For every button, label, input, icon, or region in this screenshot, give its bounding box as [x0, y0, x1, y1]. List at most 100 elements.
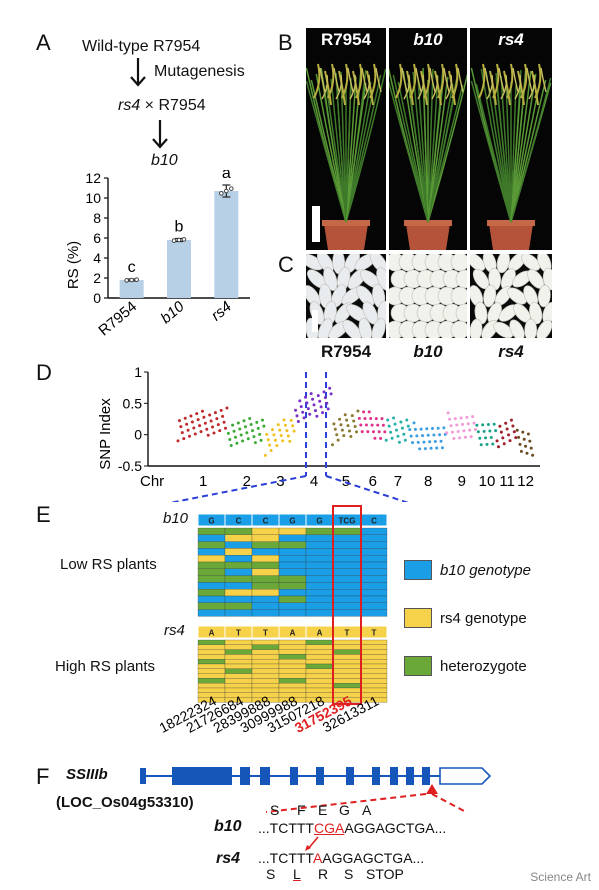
snp-point [528, 439, 532, 443]
genotype-cell [332, 678, 362, 684]
snp-point [515, 428, 519, 432]
snp-point [432, 433, 436, 437]
snp-point [357, 416, 361, 420]
snp-point [303, 395, 307, 399]
snp-point [218, 429, 222, 433]
snp-point [492, 422, 496, 426]
genotype-cell [197, 654, 226, 660]
genotype-cell [360, 644, 388, 650]
genotype-cell [332, 644, 362, 650]
snp-point [481, 423, 485, 427]
genotype-cell [332, 649, 362, 655]
snp-point [196, 418, 200, 422]
snp-point [524, 444, 528, 448]
snp-point [239, 433, 243, 437]
genotype-cell [278, 575, 307, 583]
grain-caption-b10: b10 [413, 342, 443, 361]
data-point [124, 278, 129, 283]
snp-point [338, 417, 342, 421]
snp-point [249, 423, 253, 427]
genotype-cell [305, 683, 334, 689]
snp-point [459, 416, 463, 420]
snp-point [176, 439, 180, 443]
amino-acid-rs4: R [318, 866, 329, 882]
genotype-cell [224, 639, 253, 645]
snp-point [180, 431, 184, 435]
snp-point [413, 427, 417, 431]
genotype-cell [278, 568, 307, 576]
snp-point [246, 437, 250, 441]
snp-point [342, 434, 346, 438]
snp-point [256, 426, 260, 430]
plant-photo-rs4: rs4 [470, 28, 552, 250]
genotype-cell [278, 649, 307, 655]
grain-photo-r7954 [306, 254, 386, 338]
genotype-cell [305, 602, 334, 610]
snp-point [412, 421, 416, 425]
snp-point [502, 442, 506, 446]
snp-point [193, 432, 197, 436]
snp-point [223, 426, 227, 430]
snp-point [422, 440, 426, 444]
snp-point [509, 418, 513, 422]
snp-y-tick-label: 0 [134, 427, 142, 443]
genotype-cell [224, 654, 253, 660]
snp-point [377, 430, 381, 434]
genotype-cell [251, 582, 280, 590]
snp-point [198, 424, 202, 428]
base-label: A [209, 629, 215, 638]
chromosome-label: 9 [458, 473, 466, 490]
amino-acid-rs4: S [344, 866, 354, 882]
snp-point [362, 410, 366, 414]
snp-point [285, 429, 289, 433]
snp-point [387, 424, 391, 428]
genotype-cell [305, 541, 334, 549]
snp-point [288, 439, 292, 443]
genotype-cell [360, 602, 388, 610]
snp-point [369, 417, 373, 421]
grain-photo-b10 [389, 254, 467, 338]
snp-point [400, 426, 404, 430]
snp-point [458, 436, 462, 440]
watermark: Science Art [530, 870, 591, 884]
bar [119, 280, 144, 298]
snp-point [518, 442, 522, 446]
snp-point [295, 414, 299, 418]
snp-point [522, 437, 526, 441]
snp-point [195, 412, 199, 416]
base-label: TCG [339, 517, 356, 526]
snp-point [473, 428, 477, 432]
genotype-cell [332, 575, 362, 583]
legend-swatch-rs4 [404, 608, 432, 628]
genotype-cell [332, 527, 362, 535]
snp-point [215, 417, 219, 421]
result-label: b10 [151, 152, 178, 169]
snp-point [316, 394, 320, 398]
chromosome-label: 10 [479, 473, 496, 490]
genotype-cell [360, 683, 388, 689]
snp-point [449, 424, 453, 428]
genotype-cell [332, 541, 362, 549]
genotype-cell [251, 534, 280, 542]
genotype-cell [251, 668, 280, 674]
data-point [134, 277, 139, 282]
snp-point [266, 438, 270, 442]
snp-point [292, 429, 296, 433]
snp-point [482, 429, 486, 433]
snp-point [504, 421, 508, 425]
base-label: T [372, 629, 377, 638]
genotype-cell [197, 683, 226, 689]
snp-point [340, 428, 344, 432]
snp-point [328, 386, 332, 390]
rice-plant-icon [306, 63, 386, 250]
genotype-cell [305, 589, 334, 597]
genotype-cell [251, 548, 280, 556]
genotype-cell [305, 561, 334, 569]
low-rs-label: Low RS plants [60, 556, 157, 573]
mutation-arrow-icon [305, 836, 319, 851]
genotype-cell [251, 595, 280, 603]
snp-point [183, 416, 187, 420]
genotype-cell [251, 561, 280, 569]
panel-label-d: D [36, 360, 52, 385]
genotype-cell [278, 663, 307, 669]
